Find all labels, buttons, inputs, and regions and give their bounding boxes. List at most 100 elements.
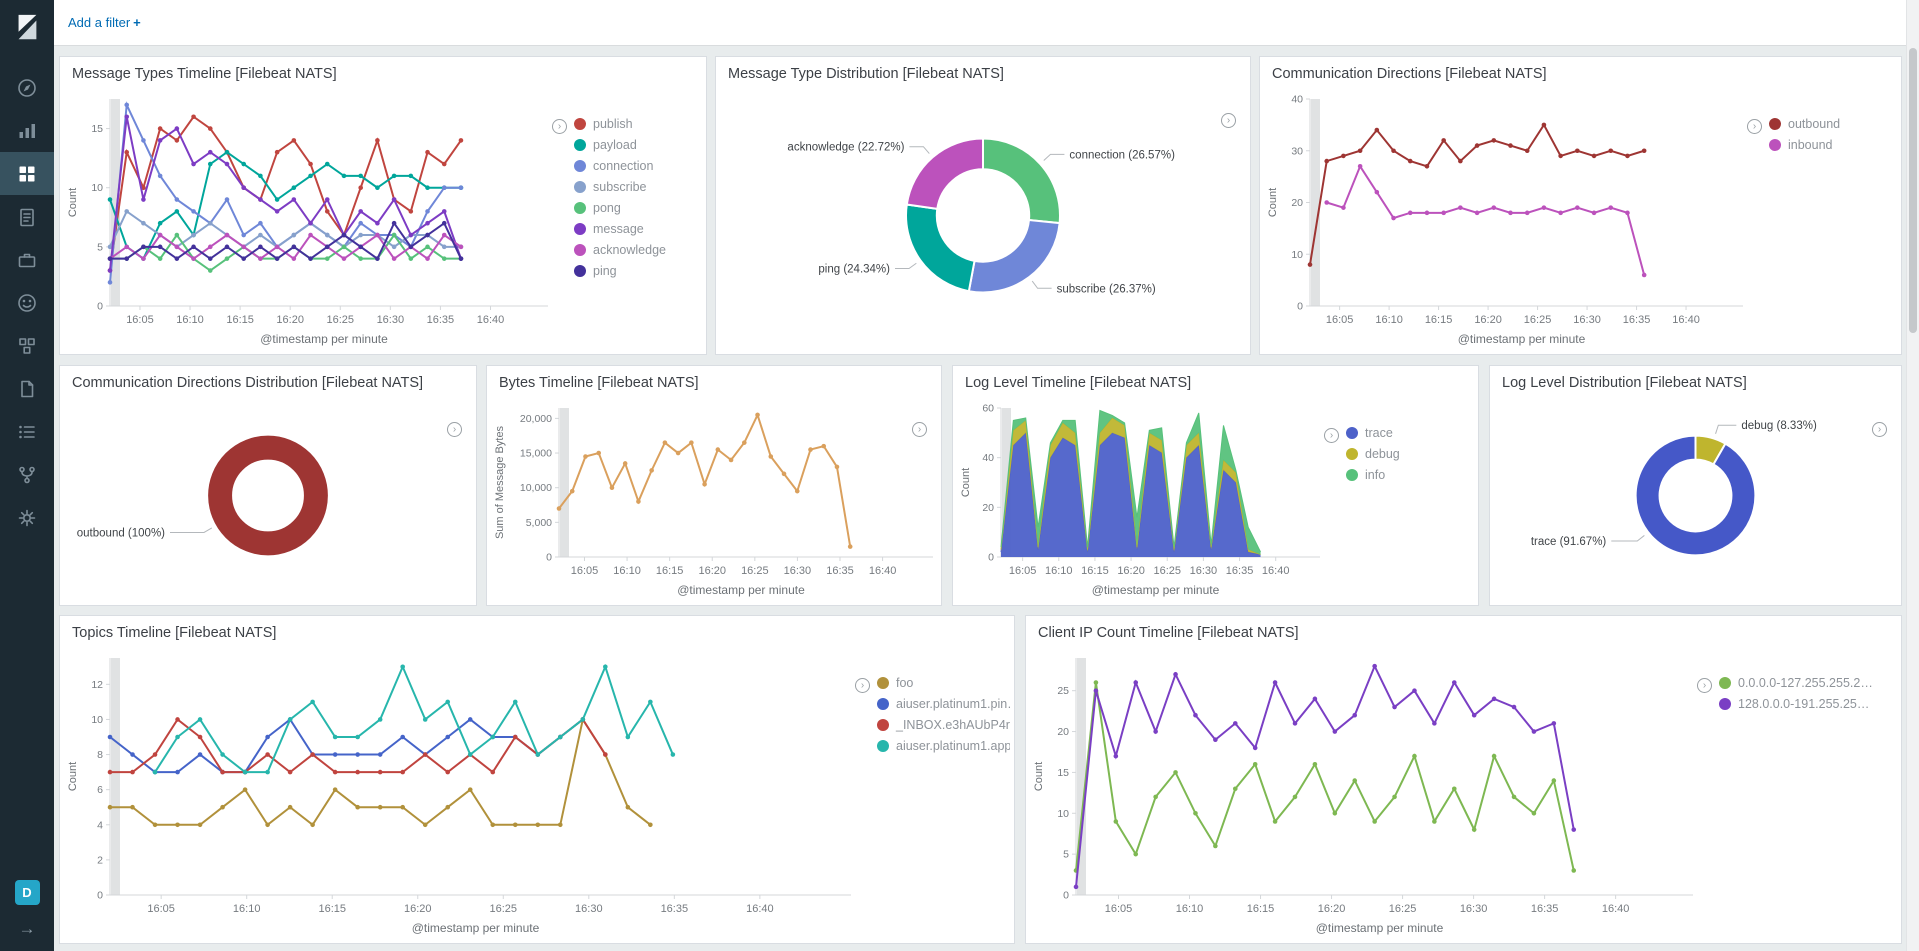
legend-toggle-icon[interactable]: › [1747,119,1762,134]
legend-toggle-icon[interactable]: › [1221,113,1236,128]
plus-icon: + [133,15,141,30]
svg-text:16:30: 16:30 [1190,565,1218,577]
legend-item[interactable]: inbound [1769,138,1897,152]
legend-item[interactable]: subscribe [574,180,702,194]
legend-toggle-icon[interactable]: › [855,678,870,693]
nav-graph[interactable] [0,453,54,496]
legend-item[interactable]: trace [1346,426,1474,440]
panel-title: Log Level Distribution [Filebeat NATS] [1502,375,1747,391]
legend-item[interactable]: connection [574,159,702,173]
kibana-logo[interactable] [0,0,54,54]
bytes-timeline-chart[interactable]: › 0 5,000 10,000 15,000 20,000 16:05 16:10 16:15… [491,398,937,601]
legend-toggle-icon[interactable]: › [1697,678,1712,693]
communication-directions-chart[interactable]: › outbound inbound 0 10 20 30 40 16:05 16:10 16:15… [1264,89,1897,350]
legend-label: aiuser.platinum1.app… [896,739,1010,753]
legend-item[interactable]: _INBOX.e3hAUbP4r5… [877,718,1010,732]
panel-title: Topics Timeline [Filebeat NATS] [72,625,277,641]
legend-item[interactable]: message [574,222,702,236]
svg-text:0: 0 [1297,301,1303,313]
scrollbar-thumb[interactable] [1909,48,1917,333]
svg-text:subscribe (26.37%): subscribe (26.37%) [1057,283,1156,295]
legend-item[interactable]: info [1346,468,1474,482]
panel-message-types-timeline: Message Types Timeline [Filebeat NATS] ›… [59,56,707,355]
nav-reporting[interactable] [0,195,54,238]
legend-item[interactable]: pong [574,201,702,215]
svg-text:15: 15 [1057,767,1069,779]
nav-apm[interactable] [0,324,54,367]
legend-toggle-icon[interactable]: › [1324,428,1339,443]
panel-title: Log Level Timeline [Filebeat NATS] [965,375,1192,391]
nav-visualize[interactable] [0,109,54,152]
nav-logs[interactable] [0,367,54,410]
vertical-scrollbar[interactable] [1906,0,1919,951]
nav-management[interactable] [0,496,54,539]
svg-text:10: 10 [91,714,103,726]
legend-item[interactable]: outbound [1769,117,1897,131]
apm-icon [19,337,35,354]
topics-timeline-chart[interactable]: › foo aiuser.platinum1.pin… _INBOX.e3hAUbP4… [64,648,1010,939]
svg-text:16:30: 16:30 [1573,314,1601,326]
add-filter-label: Add a filter [68,15,131,30]
svg-text:25: 25 [1057,685,1069,697]
svg-text:16:20: 16:20 [1117,565,1145,577]
nav-queues[interactable] [0,410,54,453]
log-level-timeline-chart[interactable]: › trace debug info 0 20 40 60 16:05 16:10 16:15 16:… [957,398,1474,601]
svg-text:16:35: 16:35 [661,903,689,915]
legend-color-dot [574,118,586,130]
legend-item[interactable]: 128.0.0.0-191.255.25… [1719,697,1897,711]
legend-item[interactable]: publish [574,117,702,131]
legend-label: payload [593,138,637,152]
nav-discover[interactable] [0,66,54,109]
svg-text:16:30: 16:30 [377,314,405,326]
legend-toggle-icon[interactable]: › [1872,422,1887,437]
space-badge[interactable]: D [14,880,40,905]
svg-text:2: 2 [97,854,103,866]
logs-icon [21,380,34,397]
svg-text:@timestamp per minute: @timestamp per minute [1316,921,1444,935]
panel-communication-directions: Communication Directions [Filebeat NATS]… [1259,56,1902,355]
svg-text:16:30: 16:30 [784,565,812,577]
chart-legend: › trace debug info [1324,426,1474,489]
svg-text:30: 30 [1291,145,1303,157]
svg-text:16:05: 16:05 [126,314,154,326]
legend-color-dot [1769,118,1781,130]
chart-canvas: 0 5 10 15 16:05 16:10 16:15 16:20 16:25 16:30 16:3… [67,99,548,346]
discover-icon [18,78,36,97]
nav-timelion[interactable] [0,238,54,281]
svg-text:16:10: 16:10 [1375,314,1403,326]
legend-label: inbound [1788,138,1833,152]
svg-text:15: 15 [91,123,103,135]
legend-item[interactable]: aiuser.platinum1.pin… [877,697,1010,711]
chart-canvas: 0 5,000 10,000 15,000 20,000 16:05 16:10 16:15 1… [494,408,933,597]
svg-text:Count: Count [960,468,972,497]
legend-item[interactable]: 0.0.0.0-127.255.255.2… [1719,676,1897,690]
log-level-distribution-chart[interactable]: › debug (8.33%) trace (91.67%) [1494,398,1897,601]
legend-item[interactable]: aiuser.platinum1.app… [877,739,1010,753]
panel-message-type-distribution: Message Type Distribution [Filebeat NATS… [715,56,1251,355]
communication-directions-distribution-chart[interactable]: › outbound (100%) [64,398,472,601]
dashboard-icon [19,166,35,181]
panel-topics-timeline: Topics Timeline [Filebeat NATS] › foo aius… [59,615,1015,944]
svg-text:16:05: 16:05 [1105,903,1133,915]
svg-text:@timestamp per minute: @timestamp per minute [412,921,540,935]
collapse-nav-icon[interactable]: → [18,919,36,938]
legend-toggle-icon[interactable]: › [447,422,462,437]
legend-item[interactable]: acknowledge [574,243,702,257]
message-type-distribution-chart[interactable]: › connection (26.57%) subscribe (26.37%) pi… [720,89,1246,350]
message-types-timeline-chart[interactable]: › publish payload connection subscribe pong me… [64,89,702,350]
nav-dashboard[interactable] [0,152,54,195]
legend-item[interactable]: payload [574,138,702,152]
legend-label: debug [1365,447,1400,461]
legend-item[interactable]: debug [1346,447,1474,461]
legend-item[interactable]: ping [574,264,702,278]
svg-text:4: 4 [97,819,103,831]
nav-monitoring[interactable] [0,281,54,324]
legend-toggle-icon[interactable]: › [912,422,927,437]
client-ip-count-timeline-chart[interactable]: › 0.0.0.0-127.255.255.2… 128.0.0.0-191.255… [1030,648,1897,939]
add-filter-button[interactable]: Add a filter + [68,15,141,30]
legend-toggle-icon[interactable]: › [552,119,567,134]
legend-item[interactable]: foo [877,676,1010,690]
queues-icon [19,425,35,438]
legend-color-dot [1346,469,1358,481]
panel-title: Message Type Distribution [Filebeat NATS… [728,66,1004,82]
